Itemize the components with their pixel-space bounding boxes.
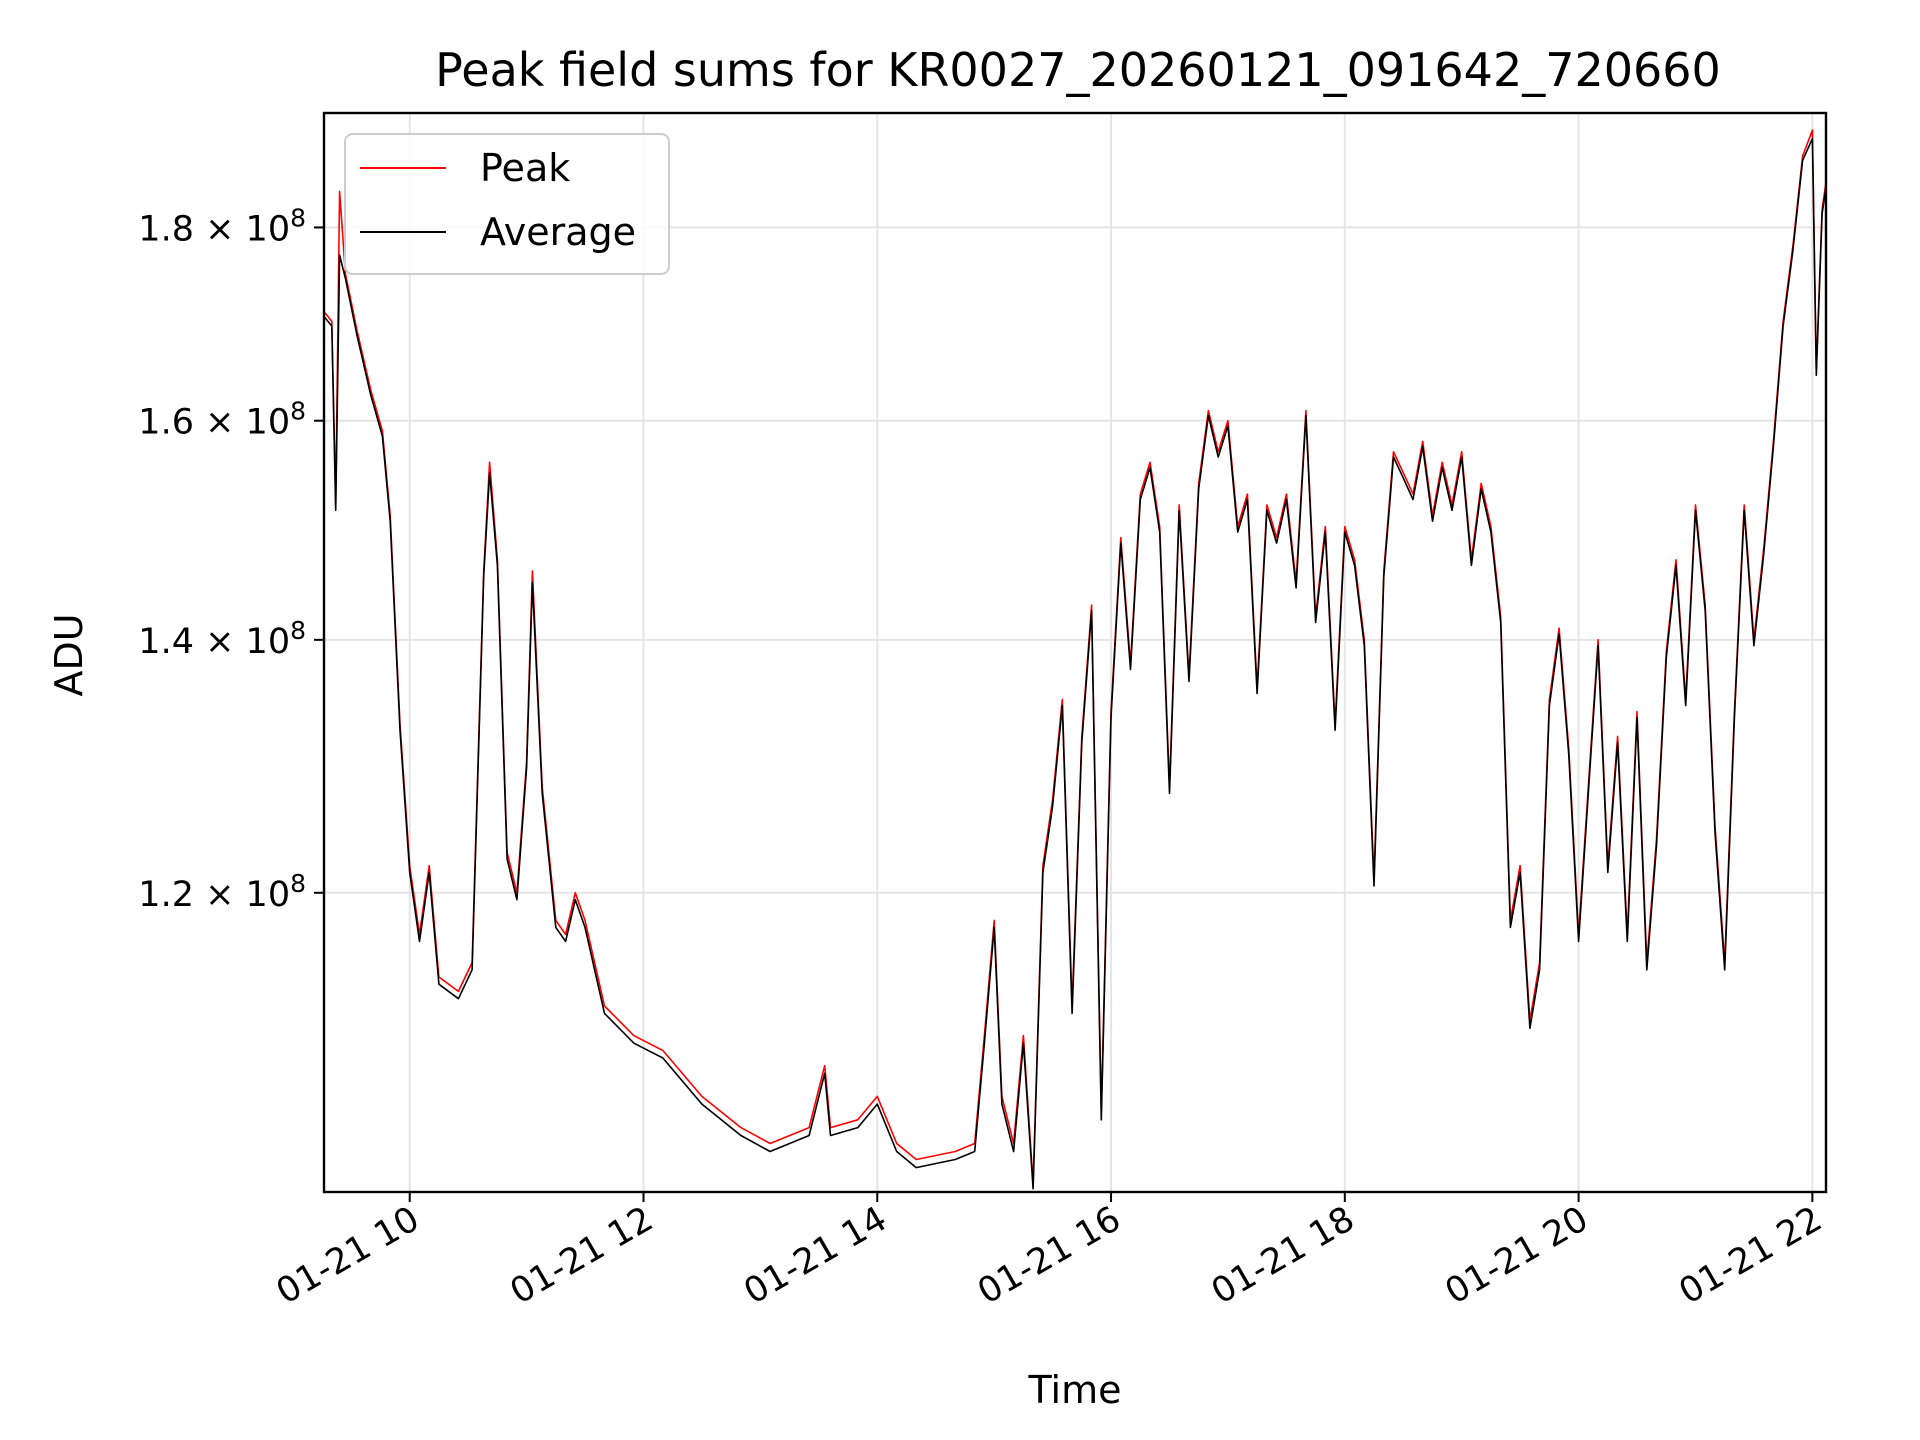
y-tick-exponent: 8 <box>290 616 306 645</box>
plot-frame <box>322 111 1828 1194</box>
series-layer <box>324 129 1826 1190</box>
grid-vertical-lines <box>408 113 1814 1192</box>
chart-title: Peak field sums for KR0027_20260121_0916… <box>435 43 1721 97</box>
y-tick-exponent: 8 <box>290 869 306 898</box>
y-tick-label: 1.8 × 108 <box>138 203 306 249</box>
y-axis-label: ADU <box>47 613 91 696</box>
y-tick-mantissa: 1.6 <box>138 403 194 443</box>
y-tick-mantissa: 1.4 <box>138 622 194 662</box>
y-tick-mantissa: 1.2 <box>138 875 194 915</box>
y-tick-label: 1.6 × 108 <box>138 397 306 443</box>
y-tick-exponent: 8 <box>290 203 306 232</box>
y-tick-exponent: 8 <box>290 397 306 426</box>
plot-area <box>322 111 1828 1194</box>
x-axis-label: Time <box>1028 1368 1122 1412</box>
legend-label-average: Average <box>480 210 636 254</box>
series-line-average <box>324 137 1826 1190</box>
y-tick-label: 1.2 × 108 <box>138 869 306 915</box>
legend: Peak Average <box>344 133 670 275</box>
legend-label-peak: Peak <box>480 146 570 190</box>
y-tick-mantissa: 1.8 <box>138 209 194 249</box>
y-axis-ticks: 1.2 × 108 1.4 × 108 1.6 × 108 1.8 × 108 <box>138 203 324 915</box>
y-tick-label: 1.4 × 108 <box>138 616 306 662</box>
